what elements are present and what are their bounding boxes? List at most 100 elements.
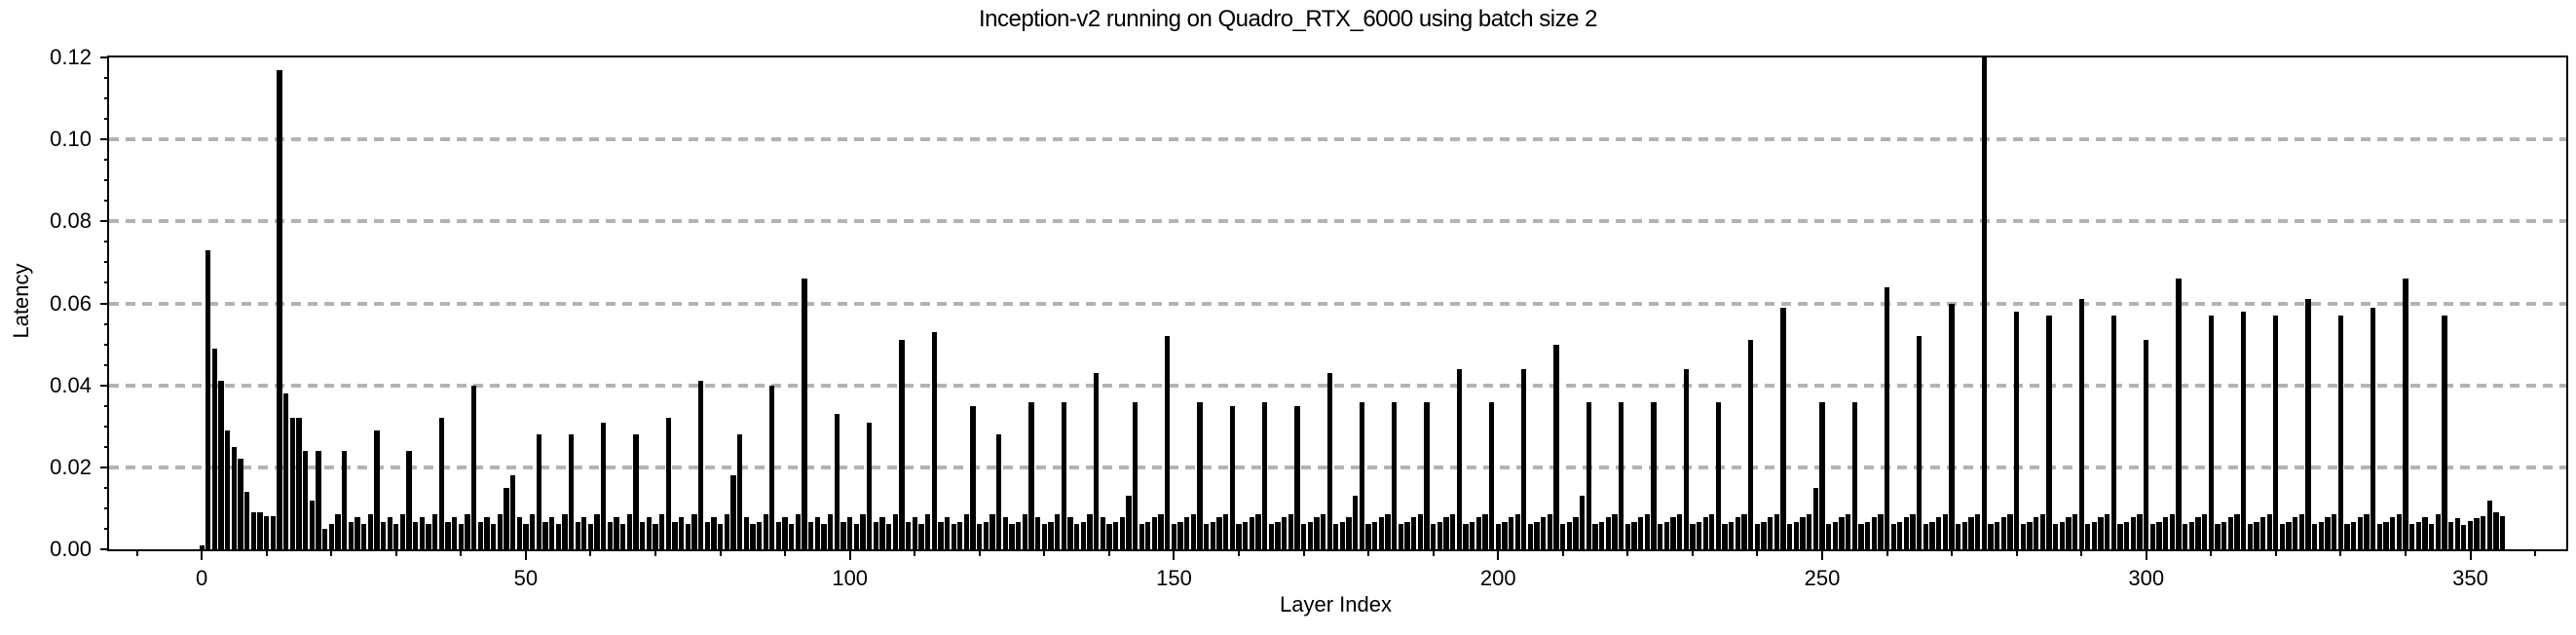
bar [2027,522,2033,549]
bar [2144,340,2149,549]
bar [834,414,840,549]
bar [1521,368,1527,549]
bar [1016,522,1022,549]
bar [2000,517,2006,549]
bar [406,451,412,549]
bar [548,517,555,549]
x-minor-tick [1561,551,1564,556]
bar [1249,517,1254,549]
bar [374,430,380,549]
bar [2467,521,2474,549]
bar [1398,523,1404,549]
bar [620,523,626,549]
y-tick [100,384,109,387]
bar [231,446,238,549]
bar [348,522,354,549]
x-tick [848,551,851,560]
bar [264,516,270,549]
bar [1812,487,1818,549]
x-tick-label: 250 [1804,566,1841,590]
bar [1754,523,1761,549]
x-tick [1173,551,1176,560]
x-tick [1497,551,1500,560]
bar [782,517,788,549]
bar [1858,523,1864,549]
bar [1644,514,1650,549]
bar [1449,514,1456,549]
bar [1832,522,1838,549]
bar [1845,514,1851,549]
bar [1261,401,1268,549]
bar [1210,522,1216,549]
bar [1612,514,1618,549]
bar [918,523,924,549]
bar [426,523,431,549]
bar [866,422,873,549]
bar [309,500,315,549]
x-minor-tick [914,551,916,556]
bar [853,523,859,549]
bar [665,418,671,549]
bar [2201,514,2208,549]
x-minor-tick [2210,551,2213,556]
bar [2442,316,2447,549]
bar [1651,401,1657,549]
bar [393,523,399,549]
x-minor-tick [589,551,592,556]
gridline [109,301,2566,306]
bar [419,517,426,549]
bar [977,523,983,549]
bar [828,514,834,549]
bar [1702,517,1708,549]
bar [1054,514,1061,549]
bar [2156,522,2162,549]
x-tick [2469,551,2472,560]
bar [1106,523,1112,549]
x-minor-tick [1756,551,1759,556]
bar [2408,523,2415,549]
bar [1961,522,1968,549]
bar [1573,517,1579,549]
bar [730,475,736,549]
bar [199,544,205,549]
bar [2337,316,2344,549]
x-axis-label: Layer Index [1280,592,1392,616]
bar [873,522,878,549]
bar [1067,517,1073,549]
y-minor-tick [104,322,109,325]
y-tick [100,466,109,468]
x-tick-label: 300 [2128,566,2165,590]
bar [2130,517,2137,549]
y-tick [100,220,109,223]
bar [562,514,568,549]
bar [542,522,548,549]
bar [225,430,231,549]
bar [1729,522,1735,549]
y-minor-tick [104,77,109,80]
x-minor-tick [1302,551,1305,556]
bar [536,434,541,549]
bar [646,517,653,549]
bar [1392,401,1398,549]
x-minor-tick [784,551,787,556]
bar [2454,518,2460,549]
bar [2234,514,2240,549]
bar [277,69,282,549]
bar [1158,514,1164,549]
bar [387,517,392,549]
bar [2149,523,2156,549]
x-minor-tick [2404,551,2407,556]
bar [399,514,406,549]
bar [879,517,885,549]
bar [328,523,334,549]
x-tick-label: 100 [832,566,869,590]
bar [1839,517,1845,549]
y-tick-label: 0.12 [50,45,92,69]
bar [951,523,956,549]
bar [2305,299,2311,549]
bar [840,522,846,549]
bar [1864,522,1871,549]
bar [1975,514,1981,549]
x-tick [2145,551,2147,560]
bar [1761,522,1767,549]
